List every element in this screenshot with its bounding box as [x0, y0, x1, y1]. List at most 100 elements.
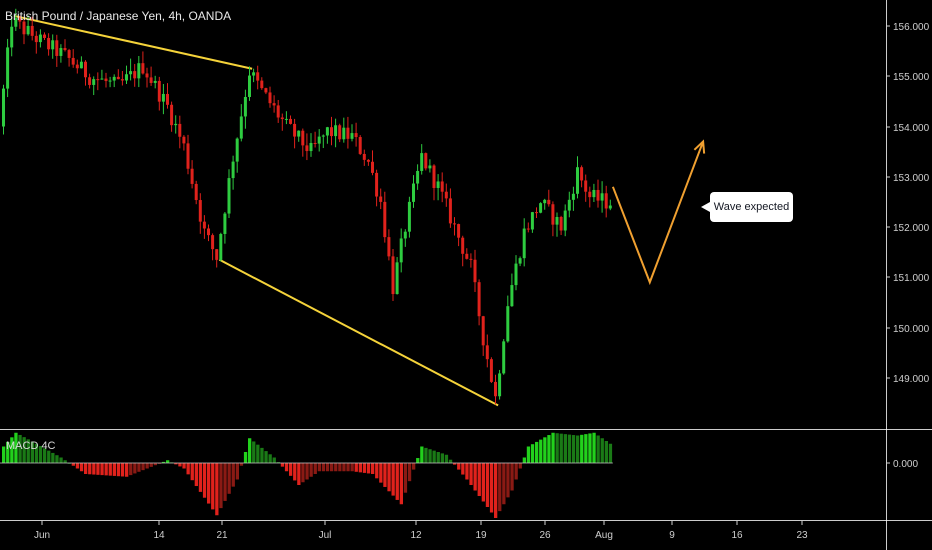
- candlesticks: [2, 8, 612, 405]
- candle-body: [375, 172, 379, 197]
- macd-bar: [223, 463, 227, 501]
- macd-bar: [96, 463, 100, 475]
- macd-bar: [514, 463, 518, 480]
- macd-bar: [219, 463, 223, 509]
- candle-body: [186, 143, 190, 169]
- projection-path[interactable]: [611, 141, 705, 286]
- axes: 156.000 155.000 154.000 153.000 152.000 151.0…: [34, 22, 930, 541]
- macd-bar: [104, 463, 108, 476]
- macd-bar: [362, 463, 367, 473]
- time-tick-label: 12: [410, 530, 422, 541]
- upper-trendline[interactable]: [14, 14, 253, 70]
- macd-bar: [563, 434, 567, 463]
- candle-body: [325, 127, 329, 136]
- macd-bar: [153, 463, 157, 466]
- macd-bar: [182, 463, 186, 469]
- macd-bar: [293, 463, 297, 481]
- macd-bar: [125, 463, 129, 477]
- macd-bar: [522, 457, 526, 463]
- wave-projection[interactable]: [611, 139, 706, 286]
- candle-body: [502, 341, 506, 374]
- time-tick-label: Jun: [34, 530, 50, 541]
- candle-body: [18, 18, 22, 22]
- macd-bar: [407, 463, 412, 482]
- macd-bar: [481, 463, 485, 502]
- candle-body: [289, 118, 292, 124]
- candle-body: [539, 203, 543, 213]
- macd-bar: [116, 463, 121, 477]
- chart-title: British Pound / Japanese Yen, 4h, OANDA: [5, 9, 232, 23]
- candle-body: [108, 80, 112, 82]
- candle-body: [559, 216, 563, 231]
- candle-body: [514, 263, 518, 286]
- macd-bar: [518, 463, 522, 469]
- candle-body: [330, 127, 333, 137]
- macd-bar: [305, 463, 309, 480]
- candle-body: [608, 205, 612, 209]
- macd-bar: [43, 448, 47, 463]
- candle-body: [580, 167, 584, 181]
- candle-body: [498, 373, 502, 397]
- macd-bar: [530, 444, 535, 463]
- candle-body: [55, 40, 59, 56]
- macd-bar: [444, 454, 449, 463]
- macd-bar: [494, 463, 498, 518]
- candle-body: [67, 50, 71, 58]
- macd-bar: [584, 434, 588, 463]
- candle-body: [202, 221, 206, 229]
- time-tick-label: 9: [669, 530, 675, 541]
- macd-bar: [149, 463, 153, 467]
- macd-bar: [535, 441, 539, 463]
- macd-bar: [260, 447, 264, 463]
- candle-body: [198, 200, 202, 222]
- macd-bar: [592, 432, 596, 463]
- macd-bar: [243, 452, 248, 463]
- candle-body: [2, 88, 5, 127]
- candle-body: [313, 142, 317, 144]
- macd-bar: [608, 443, 613, 463]
- candle-body: [489, 359, 493, 382]
- candle-body: [366, 159, 370, 162]
- candle-body: [133, 71, 137, 79]
- macd-bar: [59, 457, 63, 463]
- candle-body: [547, 199, 551, 205]
- price-tick-label: 156.000: [893, 22, 930, 33]
- candle-body: [174, 123, 178, 126]
- candle-body: [469, 258, 473, 260]
- candle-body: [227, 178, 231, 214]
- trendlines[interactable]: [14, 14, 499, 407]
- macd-bar: [309, 463, 313, 477]
- candle-body: [461, 237, 465, 254]
- candle-body: [383, 201, 387, 238]
- candle-body: [362, 153, 366, 160]
- macd-bar: [145, 463, 149, 469]
- candle-body: [280, 117, 284, 120]
- macd-bar: [207, 463, 211, 504]
- candle-body: [88, 77, 92, 85]
- macd-bar: [10, 437, 14, 463]
- macd-bar: [272, 457, 276, 463]
- candle-body: [297, 130, 301, 137]
- time-tick-label: 21: [216, 530, 228, 541]
- macd-bar: [30, 441, 34, 463]
- candle-body: [112, 76, 116, 81]
- candle-body: [600, 193, 604, 201]
- wave-expected-callout[interactable]: Wave expected: [701, 192, 793, 222]
- candle-body: [26, 25, 30, 35]
- candle-body: [14, 18, 18, 27]
- candle-body: [170, 104, 174, 126]
- candle-body: [215, 249, 219, 260]
- candle-body: [51, 40, 55, 50]
- macd-bar: [551, 432, 555, 463]
- macd-bar: [268, 454, 272, 463]
- macd-bar: [403, 463, 408, 493]
- candle-body: [309, 142, 313, 152]
- macd-bar: [432, 450, 436, 463]
- candle-body: [576, 167, 579, 194]
- lower-trendline[interactable]: [218, 258, 499, 407]
- price-tick-label: 155.000: [893, 72, 930, 83]
- macd-bar: [256, 444, 260, 463]
- macd-indicator-label[interactable]: MACD 4C: [6, 440, 56, 452]
- macd-bar: [161, 461, 166, 463]
